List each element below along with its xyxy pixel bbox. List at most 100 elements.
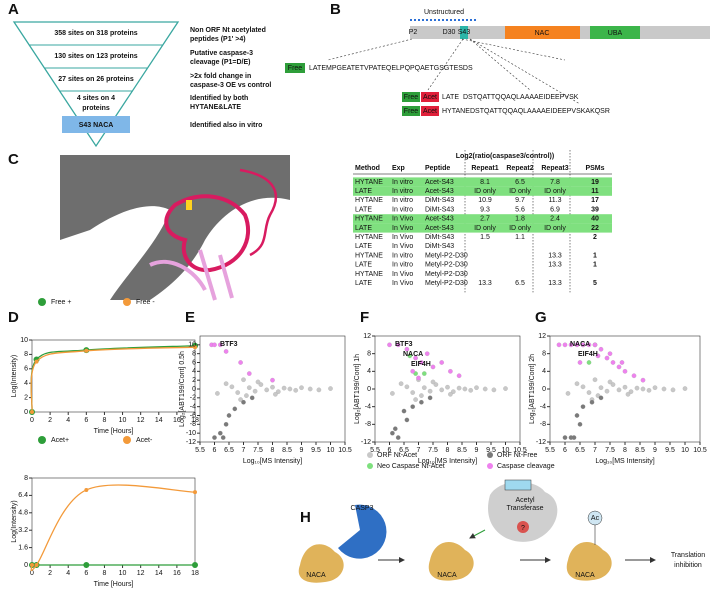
- table-cell: 19: [591, 179, 599, 186]
- table-cell: In Vivo: [392, 234, 413, 241]
- table-cell: ID only: [509, 188, 531, 195]
- x-axis-label: Log₁₀[MS Intensity]: [418, 458, 477, 465]
- table-cell: LATE: [355, 262, 372, 269]
- point: [395, 342, 401, 348]
- point: [255, 379, 261, 385]
- legend-marker: [487, 463, 493, 469]
- y-tick-label: 4: [367, 368, 371, 375]
- point: [410, 369, 416, 374]
- x-tick-label: 7: [593, 447, 597, 454]
- panel-letter: B: [330, 1, 341, 18]
- tag-box: [421, 106, 439, 116]
- x-tick-label: 5.5: [370, 447, 380, 454]
- table-cell: 2: [593, 234, 597, 241]
- table-cell: 1: [593, 262, 597, 269]
- x-tick-label: 9.5: [665, 447, 675, 454]
- y-axis-label: Log(Intensity): [11, 355, 18, 397]
- table-header: Repeat2: [506, 165, 533, 172]
- panel-letter: F: [360, 309, 369, 326]
- y-axis-label: Log₂[ABT199/Cont] 2h: [529, 354, 536, 424]
- point: [616, 364, 622, 370]
- table-cell: In vitro: [392, 197, 413, 204]
- domain-label: NAC: [535, 30, 550, 37]
- y-tick-label: -6: [190, 412, 196, 419]
- y-tick-label: -12: [536, 439, 546, 446]
- table-cell: 13.3: [548, 262, 562, 269]
- point: [622, 384, 628, 390]
- y-tick-label: 6.4: [18, 492, 28, 499]
- point: [30, 410, 34, 414]
- final-box: [62, 116, 130, 133]
- legend-marker: [123, 298, 131, 306]
- table-cell: 5.6: [515, 206, 525, 213]
- table-cell: HYTANE: [355, 179, 383, 186]
- x-axis-label: Time [Hours]: [94, 428, 134, 435]
- x-tick-label: 2: [48, 417, 52, 424]
- y-tick-label: 1.6: [18, 544, 28, 551]
- table-header: Repeat1: [471, 165, 498, 172]
- x-tick-label: 18: [191, 417, 199, 424]
- x-axis-label: Time [Hours]: [94, 581, 134, 588]
- table-cell: In Vivo: [392, 280, 413, 287]
- point: [571, 435, 577, 440]
- table-cell: In vitro: [392, 206, 413, 213]
- y-tick-label: 12: [538, 333, 546, 340]
- y-tick-label: 6: [192, 359, 196, 366]
- point: [275, 389, 281, 394]
- table-cell: 22: [591, 225, 599, 232]
- table-cell: Metyl-P2-D30: [425, 262, 468, 269]
- annotation: BTF3: [395, 341, 413, 348]
- table-cell: 9.3: [480, 206, 490, 213]
- funnel-text: 130 sites on 123 proteins: [54, 53, 137, 60]
- description: Identified by both: [190, 95, 248, 102]
- x-tick-label: 7.5: [253, 447, 263, 454]
- point: [218, 342, 223, 348]
- table-cell: HYTANE: [355, 216, 383, 223]
- x-tick-label: 8.5: [635, 447, 645, 454]
- site-label: D30: [443, 29, 456, 36]
- point: [192, 562, 198, 568]
- point: [258, 382, 264, 387]
- point: [682, 386, 688, 391]
- point: [293, 388, 299, 393]
- point: [610, 382, 616, 387]
- table-cell: ID only: [474, 225, 496, 232]
- table-header: PSMs: [585, 165, 604, 172]
- table-cell: HYTANE: [355, 252, 383, 259]
- annotation: EIF4H: [411, 361, 431, 368]
- domain-label: UBA: [608, 30, 623, 37]
- y-tick-label: 12: [363, 333, 371, 340]
- table-cell: Metyl-P2-D30: [425, 252, 468, 259]
- tag-box: [421, 92, 439, 102]
- point: [247, 371, 252, 376]
- x-axis-label: Log₁₀[MS Intensity]: [595, 458, 654, 465]
- table-cell: LATE: [355, 188, 372, 195]
- table-cell: 1.1: [515, 234, 525, 241]
- row-highlight: [353, 186, 612, 196]
- point: [652, 385, 658, 390]
- point: [448, 369, 453, 374]
- table-cell: ID only: [509, 225, 531, 232]
- x-tick-label: 7: [417, 447, 421, 454]
- point: [462, 386, 468, 392]
- x-tick-label: 7.5: [605, 447, 615, 454]
- series-line: [30, 345, 196, 413]
- table-cell: 7.8: [550, 179, 560, 186]
- legend-marker: [38, 298, 46, 306]
- description: >2x fold change in: [190, 73, 251, 80]
- point: [83, 562, 90, 568]
- x-tick-label: 10: [502, 447, 510, 454]
- y-tick-label: 10: [188, 342, 196, 349]
- legend-marker: [487, 452, 493, 458]
- description: peptides (P1' >4): [190, 36, 246, 43]
- y-tick-label: -12: [186, 439, 196, 446]
- point: [568, 342, 574, 348]
- table-cell: LATE: [355, 206, 372, 213]
- point: [474, 385, 479, 390]
- legend-marker: [123, 436, 131, 444]
- y-tick-label: 4.8: [18, 510, 28, 517]
- y-tick-label: 8: [24, 475, 28, 482]
- point: [419, 360, 424, 365]
- point: [238, 360, 243, 365]
- point: [424, 351, 430, 356]
